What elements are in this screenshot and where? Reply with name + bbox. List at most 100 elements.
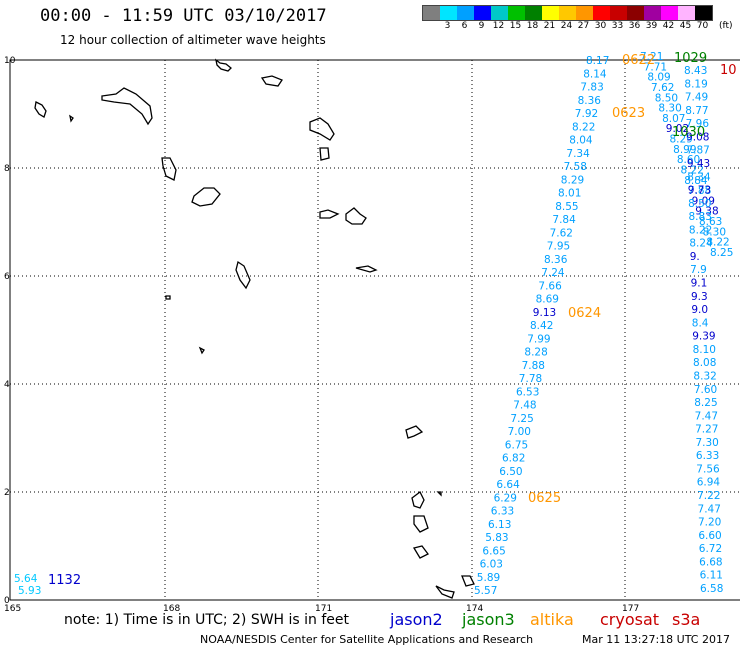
- island: [345, 207, 367, 225]
- wave-height-point: 8.4: [692, 317, 709, 329]
- wave-height-point: 8.10: [693, 344, 716, 356]
- legend-jason2: jason2: [390, 610, 443, 629]
- color-scale-cell: [440, 6, 457, 20]
- color-scale-label: 30: [594, 21, 607, 31]
- color-scale-cell: [627, 6, 644, 20]
- wave-height-point: 5.89: [477, 572, 500, 584]
- wave-height-point: 9.43: [687, 158, 710, 170]
- y-tick-label: 4: [4, 380, 10, 390]
- axis-tick-labels: 165 168 171 174 177 10 8 6 4 2 0: [4, 56, 639, 614]
- color-scale-cell: [661, 6, 678, 20]
- color-scale-label: 39: [645, 21, 658, 31]
- color-scale-cell: [695, 6, 712, 20]
- wave-height-point: 8.43: [684, 65, 707, 77]
- x-tick-label: 168: [163, 604, 180, 614]
- color-scale-cell: [678, 6, 695, 20]
- wave-height-point: 8.09: [647, 72, 670, 84]
- wave-height-point: 8.19: [684, 78, 707, 90]
- wave-height-point: 6.72: [699, 543, 722, 555]
- island: [461, 575, 475, 587]
- wave-height-point: 7.20: [698, 517, 721, 529]
- wave-height-point: 8.55: [555, 201, 578, 213]
- legend-s3a: s3a: [672, 610, 701, 629]
- wave-height-point: 8.22: [681, 164, 704, 176]
- wave-height-point: 8.25: [710, 247, 733, 259]
- island: [101, 87, 153, 126]
- wave-height-point: 7.78: [519, 373, 542, 385]
- wave-height-point: 8.36: [544, 254, 568, 266]
- wave-height-point: 6.53: [516, 386, 539, 398]
- y-tick-label: 10: [4, 56, 16, 66]
- wave-height-point: 7.88: [522, 360, 545, 372]
- pass-time-label: 0623: [612, 106, 645, 121]
- wave-height-point: 7.95: [547, 241, 570, 253]
- wave-height-point: 5.83: [485, 532, 508, 544]
- wave-height-point: 6.58: [700, 583, 723, 595]
- color-scale-label: 24: [560, 21, 573, 31]
- wave-height-point: 7.49: [685, 92, 708, 104]
- color-scale-label: 27: [577, 21, 590, 31]
- wave-height-point: 7.9: [690, 264, 707, 276]
- color-scale-cell: [542, 6, 559, 20]
- wave-height-point: 6.50: [499, 466, 522, 478]
- track-right-2: 8.438.19 7.498.777.969.08 7.879.438.34 9.73…: [684, 65, 723, 595]
- wave-height-point: 8.42: [530, 320, 553, 332]
- wave-height-point: 8.29: [561, 174, 584, 186]
- island: [69, 114, 74, 123]
- wave-height-point: 5.57: [474, 585, 497, 597]
- wave-height-point: 8.01: [558, 188, 581, 200]
- wave-height-point: 8.63: [699, 216, 722, 228]
- wave-height-point: 8.29: [669, 134, 692, 146]
- wave-height-point: 8.69: [536, 294, 559, 306]
- wave-height-point: 8.32: [693, 370, 716, 382]
- wave-height-point: 9.02: [666, 123, 689, 135]
- island: [161, 157, 177, 181]
- wave-height-point: 7.47: [698, 503, 721, 515]
- color-scale-label: 9: [478, 21, 485, 31]
- color-scale-cell: [576, 6, 593, 20]
- island: [412, 545, 429, 559]
- wave-height-point: 7.84: [552, 214, 576, 226]
- island: [215, 58, 232, 72]
- pass-time-label: 1132: [48, 573, 81, 588]
- wave-height-point: 7.22: [697, 490, 720, 502]
- wave-height-point: 6.65: [482, 545, 505, 557]
- y-tick-label: 0: [4, 596, 10, 606]
- map-title: 00:00 - 11:59 UTC 03/10/2017: [40, 6, 327, 26]
- legend-altika: altika: [530, 610, 574, 629]
- y-tick-label: 6: [4, 272, 10, 282]
- island: [319, 147, 330, 161]
- island: [34, 101, 47, 118]
- wave-height-point: 6.33: [696, 450, 719, 462]
- wave-height-point: 9.38: [695, 206, 718, 218]
- wave-height-point: 7.96: [686, 118, 710, 130]
- color-scale-cell: [457, 6, 474, 20]
- pass-time-label: 0625: [528, 491, 561, 506]
- island: [235, 260, 251, 290]
- left-points: 5.645.93: [14, 573, 41, 597]
- wave-height-point: 7.56: [696, 463, 720, 475]
- track-right-1: 7.217.718.097.628.508.308.079.028.298.99…: [640, 51, 733, 259]
- wave-height-point: 6.11: [700, 570, 723, 582]
- color-scale-cell: [559, 6, 576, 20]
- pass-time-label: 0624: [568, 306, 601, 321]
- wave-height-point: 7.87: [686, 145, 709, 157]
- island: [435, 585, 455, 599]
- island: [260, 75, 283, 87]
- color-scale-cell: [644, 6, 661, 20]
- color-scale-label: 6: [461, 21, 468, 31]
- legend-cryosat: cryosat: [600, 610, 660, 629]
- map-frame: [9, 59, 740, 601]
- color-scale-label: 21: [543, 21, 556, 31]
- wave-height-point: 8.50: [655, 92, 678, 104]
- wave-height-point: 8.14: [583, 68, 607, 80]
- island: [191, 187, 221, 207]
- wave-height-point: 8.83: [689, 211, 712, 223]
- wave-height-point: 6.94: [697, 477, 721, 489]
- wave-height-point: 6.13: [488, 519, 511, 531]
- color-scale-label: 12: [492, 21, 505, 31]
- color-scale-label: 70: [696, 21, 709, 31]
- wave-height-point: 8.22: [706, 237, 729, 249]
- wave-height-point: 8.30: [658, 103, 681, 115]
